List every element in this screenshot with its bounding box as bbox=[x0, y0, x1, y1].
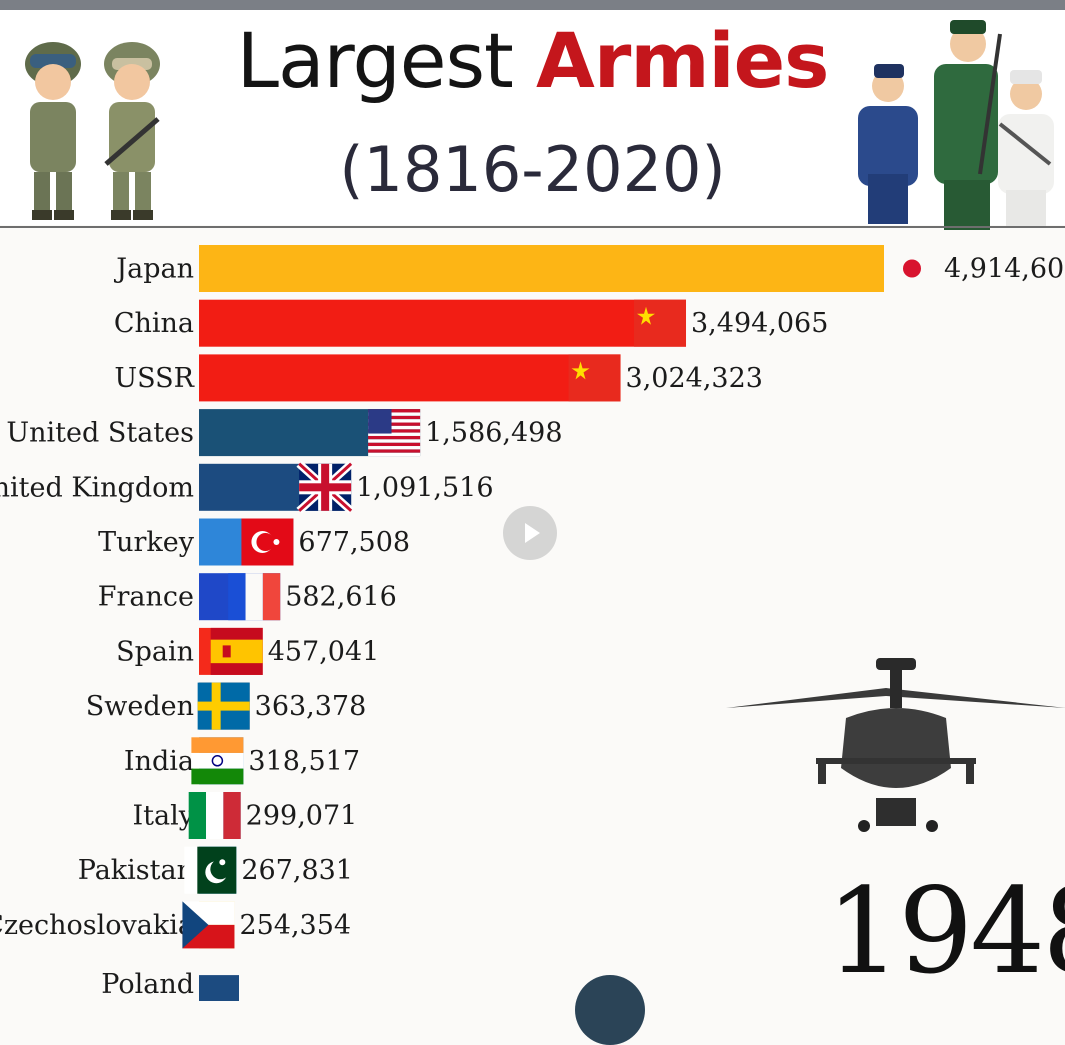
category-label: United States bbox=[6, 418, 194, 449]
category-label: China bbox=[114, 308, 194, 339]
bar bbox=[199, 975, 239, 1001]
bar-row: India 318,517 bbox=[124, 737, 360, 785]
value-label: 457,041 bbox=[268, 636, 380, 667]
ceremonial-guard-illustration-icon bbox=[858, 20, 1054, 230]
bar bbox=[199, 299, 687, 347]
bar-row: France 582,616 bbox=[98, 573, 397, 621]
header-divider bbox=[0, 226, 1065, 228]
bar-row: China 3,494,065 bbox=[114, 299, 828, 347]
category-label: France bbox=[98, 582, 194, 613]
pakistan-flag-icon bbox=[184, 846, 237, 894]
category-label: United Kingdom bbox=[0, 472, 194, 503]
bar-row: USSR 3,024,323 bbox=[114, 354, 763, 402]
title-word-1: Largest bbox=[236, 16, 514, 105]
category-label: Japan bbox=[113, 254, 194, 285]
value-label: 582,616 bbox=[285, 582, 397, 613]
chart-title: Largest Armies bbox=[0, 16, 1065, 106]
chart-subtitle: (1816-2020) bbox=[339, 133, 726, 206]
japan-flag-icon bbox=[903, 259, 921, 278]
italy-flag-icon bbox=[188, 792, 241, 839]
bar bbox=[199, 354, 621, 402]
category-label: USSR bbox=[114, 363, 194, 394]
play-icon[interactable] bbox=[503, 506, 557, 560]
category-label: Pakistan bbox=[78, 855, 194, 886]
category-label: Spain bbox=[116, 636, 194, 667]
bar-row: Spain 457,041 bbox=[116, 627, 380, 675]
category-label: Italy bbox=[132, 801, 194, 832]
bar-row-partial: Poland bbox=[101, 969, 239, 1001]
value-label: 254,354 bbox=[239, 910, 351, 941]
bar-row: Sweden 363,378 bbox=[86, 682, 367, 730]
india-flag-icon bbox=[191, 737, 244, 785]
united-kingdom-flag-icon bbox=[296, 460, 354, 514]
channel-logo-icon bbox=[575, 975, 645, 1045]
bar-chart: Japan 4,914,606 China 3,494,065 USSR 3,024,32… bbox=[0, 245, 1065, 1001]
bar-row: Italy 299,071 bbox=[132, 792, 357, 839]
category-label: Poland bbox=[101, 969, 194, 1000]
title-word-2: Armies bbox=[536, 16, 829, 105]
value-label: 677,508 bbox=[298, 527, 410, 558]
category-label: India bbox=[124, 746, 194, 777]
soldier-illustration-icon bbox=[25, 42, 160, 220]
spain-flag-icon bbox=[210, 627, 263, 675]
bar-row: United States 1,586,498 bbox=[6, 409, 563, 457]
value-label: 267,831 bbox=[241, 855, 353, 886]
header: Largest Armies (1816-2020) bbox=[0, 10, 1065, 230]
bar bbox=[199, 245, 884, 292]
france-flag-icon bbox=[228, 573, 281, 621]
top-strip bbox=[0, 0, 1065, 10]
bar-row: United Kingdom 1,091,516 bbox=[0, 460, 494, 514]
value-label: 1,091,516 bbox=[356, 472, 493, 503]
china-flag-icon bbox=[634, 299, 687, 347]
sweden-flag-icon bbox=[197, 682, 250, 730]
value-label: 318,517 bbox=[248, 746, 360, 777]
year-label: 1948 bbox=[826, 862, 1065, 1000]
bar-row: Czechoslovakia 254,354 bbox=[0, 901, 351, 949]
value-label: 4,914,606 bbox=[944, 254, 1065, 285]
bar-row: Turkey 677,508 bbox=[98, 518, 410, 566]
category-label: Sweden bbox=[86, 691, 194, 722]
value-label: 1,586,498 bbox=[425, 418, 562, 449]
turkey-flag-icon bbox=[241, 518, 294, 566]
value-label: 3,494,065 bbox=[691, 308, 828, 339]
value-label: 363,378 bbox=[255, 691, 367, 722]
helicopter-illustration-icon bbox=[726, 658, 1065, 832]
category-label: Turkey bbox=[98, 527, 195, 558]
category-label: Czechoslovakia bbox=[0, 910, 194, 941]
value-label: 3,024,323 bbox=[626, 363, 763, 394]
united-states-flag-icon bbox=[368, 409, 421, 457]
bar-row: Japan 4,914,606 bbox=[113, 245, 1065, 292]
bar-row: Pakistan 267,831 bbox=[78, 846, 353, 894]
czechoslovakia-flag-icon bbox=[182, 901, 235, 949]
china-flag-icon bbox=[568, 354, 621, 402]
value-label: 299,071 bbox=[246, 801, 358, 832]
